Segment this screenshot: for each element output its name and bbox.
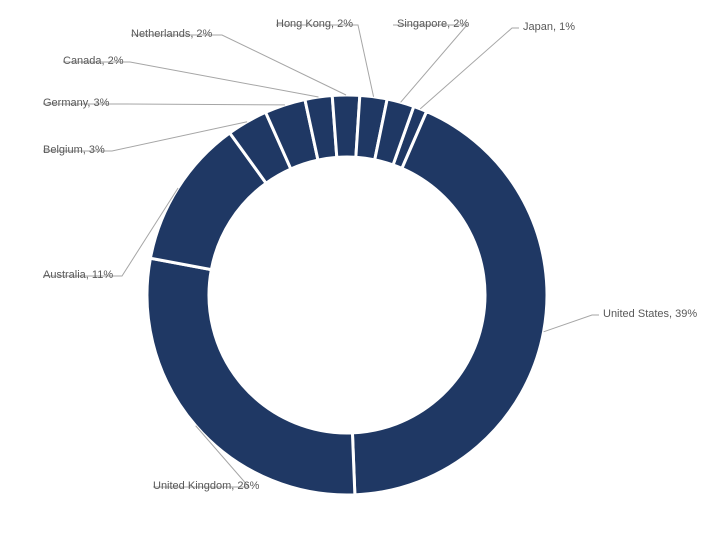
leader-line: [420, 28, 519, 109]
slice-label-hong-kong: Hong Kong, 2%: [276, 18, 353, 31]
leader-line: [131, 35, 346, 95]
slice-label-united-kingdom: United Kingdom, 26%: [153, 480, 259, 493]
slice-united-kingdom: [147, 258, 355, 495]
slice-label-belgium: Belgium, 3%: [43, 144, 105, 157]
slice-label-canada: Canada, 2%: [63, 55, 124, 68]
slice-united-states: [352, 112, 547, 495]
slice-label-germany: Germany, 3%: [43, 97, 109, 110]
leader-line: [544, 315, 599, 332]
leader-line: [276, 25, 374, 97]
slice-label-united-states: United States, 39%: [603, 308, 697, 321]
donut-chart: [0, 0, 720, 535]
slice-label-netherlands: Netherlands, 2%: [131, 28, 212, 41]
slice-label-australia: Australia, 11%: [43, 269, 113, 282]
slice-label-japan: Japan, 1%: [523, 21, 575, 34]
slice-label-singapore: Singapore, 2%: [397, 18, 469, 31]
leader-line: [393, 25, 467, 102]
